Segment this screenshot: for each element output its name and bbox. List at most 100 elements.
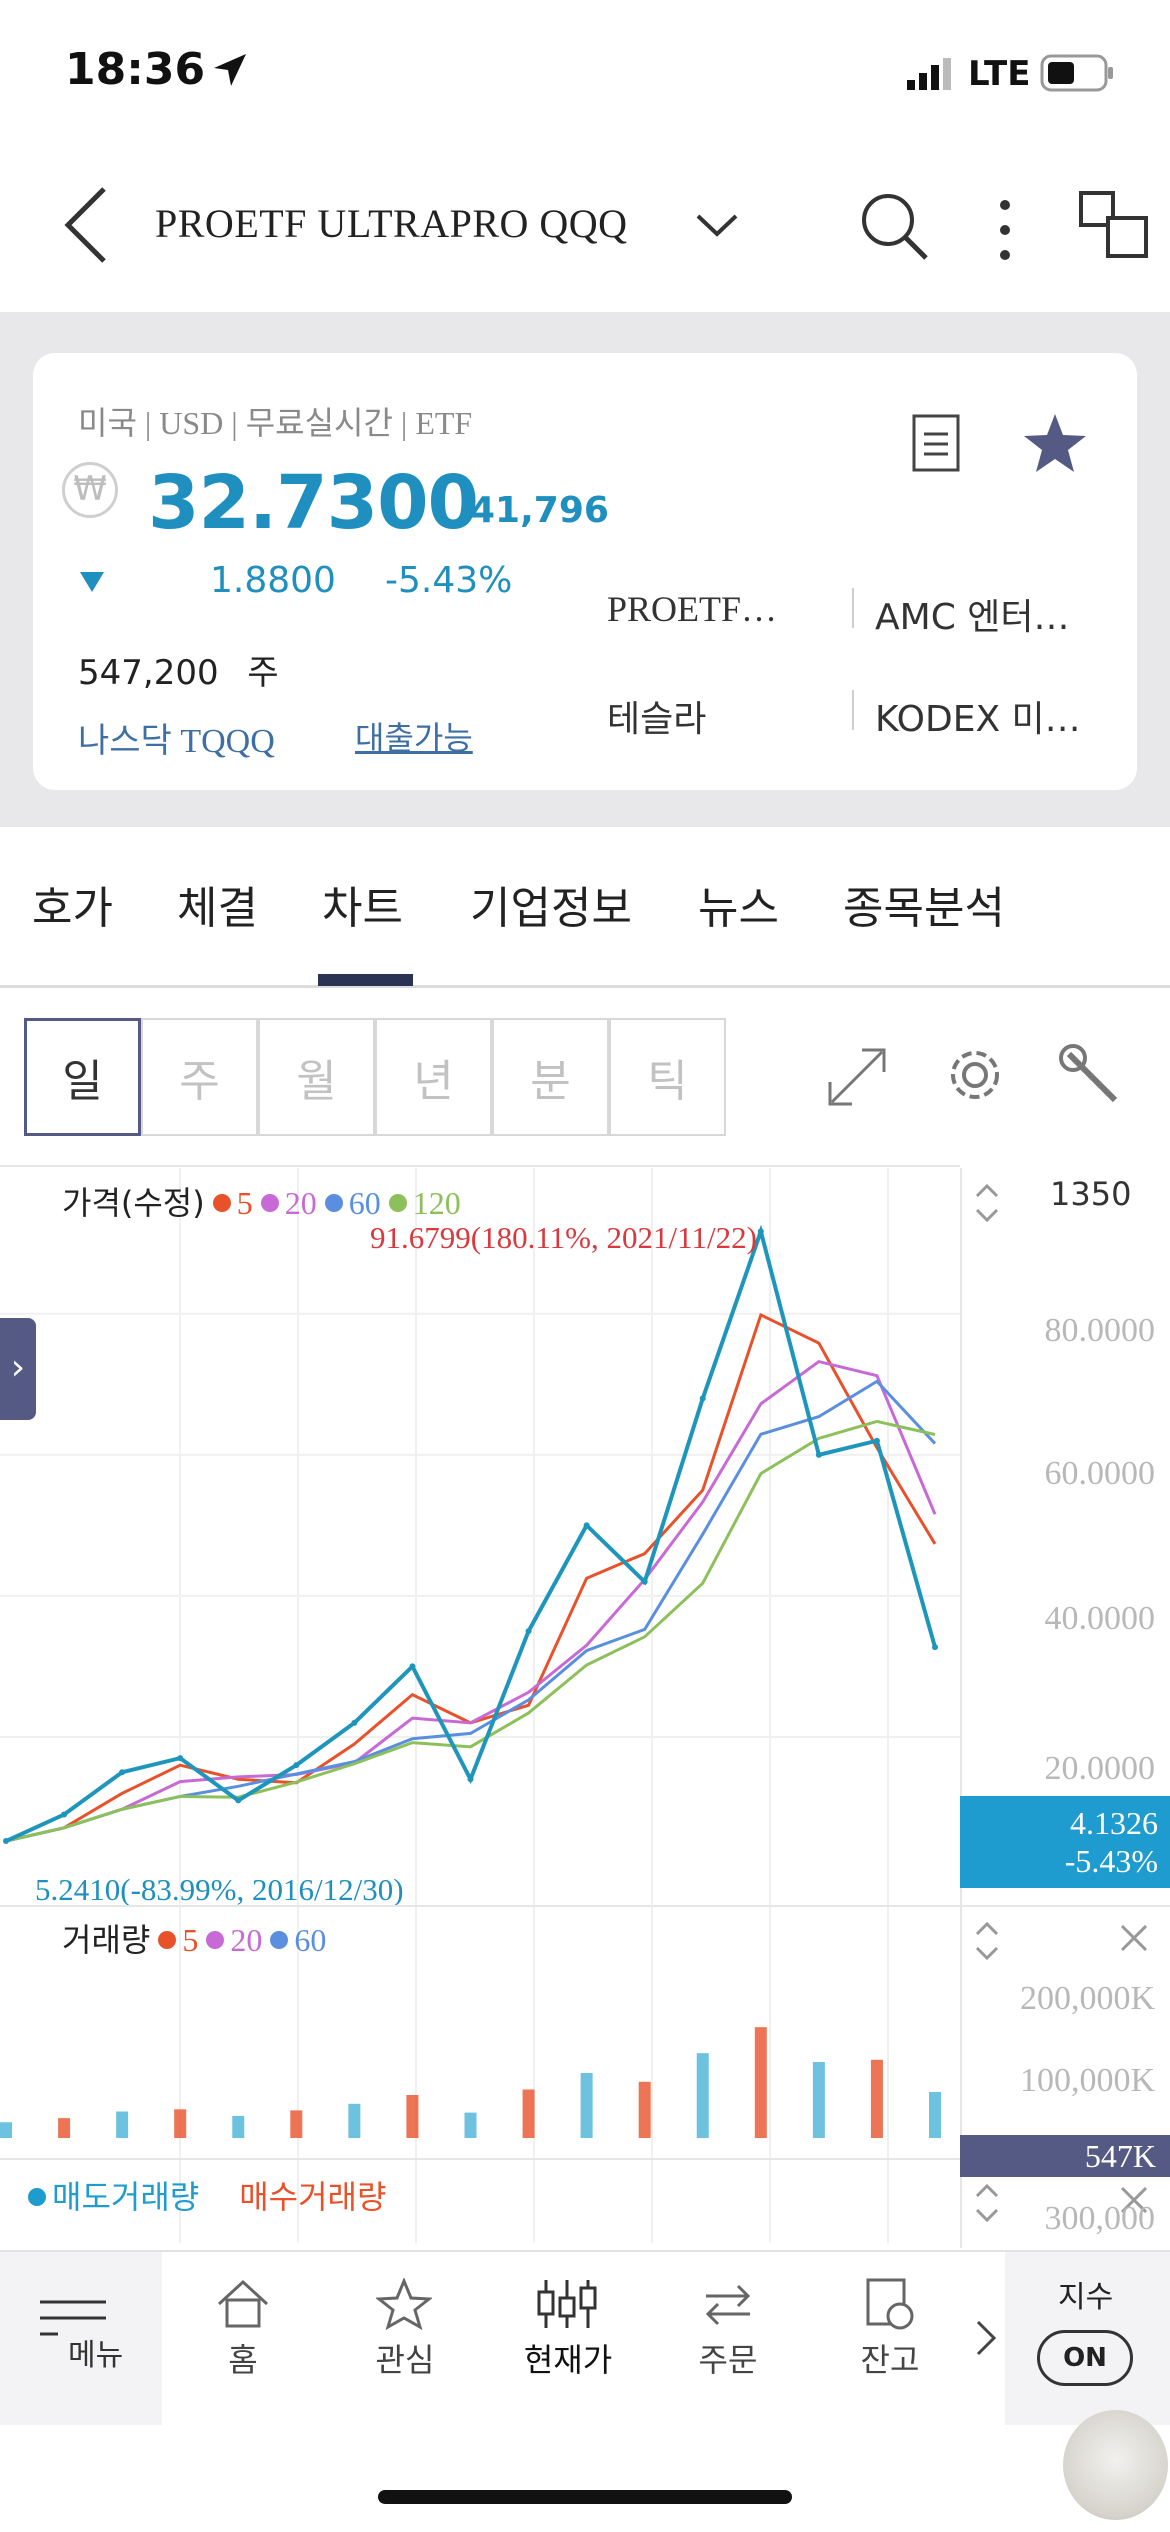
close-volume-icon[interactable] xyxy=(1118,1922,1150,1954)
ma5-label: 5 xyxy=(236,1185,253,1221)
ma20-label: 20 xyxy=(284,1185,317,1221)
swap-icon[interactable] xyxy=(700,2278,756,2330)
signal-icon xyxy=(907,58,951,90)
nav-current-price[interactable]: 현재가 xyxy=(523,2341,613,2379)
price-point xyxy=(757,1228,764,1235)
period-day[interactable]: 일 xyxy=(24,1018,141,1136)
price-chart[interactable] xyxy=(0,1168,960,2248)
price-point xyxy=(409,1663,416,1670)
related-stock-3[interactable]: 테슬라 xyxy=(607,699,707,740)
scale-updown-icon[interactable] xyxy=(972,1180,1002,1226)
price-change-pct: -5.43% xyxy=(385,560,513,601)
ma5-dot-icon xyxy=(212,1194,231,1212)
trade-volume-value: 547,200 xyxy=(78,653,219,693)
period-tick[interactable]: 틱 xyxy=(609,1018,726,1136)
chart-side-panel-toggle[interactable]: › xyxy=(0,1318,36,1420)
third-divider xyxy=(0,2158,960,2160)
tab-company-info[interactable]: 기업정보 xyxy=(470,883,632,934)
ma120-dot-icon xyxy=(388,1194,407,1212)
ma-line-20 xyxy=(5,1359,937,1843)
loan-available-link[interactable]: 대출가능 xyxy=(355,719,473,757)
nav-watchlist[interactable]: 관심 xyxy=(375,2341,435,2379)
volume-bar xyxy=(174,2109,187,2138)
status-time: 18:36 xyxy=(65,44,206,95)
index-toggle[interactable]: ON xyxy=(1037,2330,1133,2386)
window-switch-icon[interactable] xyxy=(1078,190,1150,262)
currency-toggle-icon[interactable]: ₩ xyxy=(62,462,118,518)
related-stock-1[interactable]: PROETF… xyxy=(607,589,778,629)
price-point xyxy=(3,1838,9,1845)
back-icon[interactable] xyxy=(58,185,114,265)
memo-icon[interactable] xyxy=(910,412,962,474)
close-third-icon[interactable] xyxy=(1118,2184,1150,2216)
tab-orderbook[interactable]: 호가 xyxy=(32,883,113,934)
ma-line-5 xyxy=(5,1312,937,1843)
volume-divider xyxy=(0,1905,1170,1907)
tab-divider xyxy=(0,985,1170,988)
candle-icon[interactable] xyxy=(532,2278,602,2330)
y-tick-60: 60.0000 xyxy=(1044,1455,1156,1492)
related-stock-2[interactable]: AMC 엔터… xyxy=(875,597,1070,638)
floating-avatar[interactable] xyxy=(1063,2410,1168,2520)
badge-pct: -5.43% xyxy=(1064,1843,1158,1879)
menu-icon[interactable] xyxy=(38,2298,110,2342)
volume-tick-100k: 100,000K xyxy=(1019,2062,1155,2099)
tab-trades[interactable]: 체결 xyxy=(177,883,258,934)
volume-legend: 거래량 5 20 60 xyxy=(62,1915,326,1961)
tab-analysis[interactable]: 종목분석 xyxy=(843,883,1005,934)
tab-chart[interactable]: 차트 xyxy=(322,883,403,934)
search-icon[interactable] xyxy=(858,190,930,262)
badge-price: 4.1326 xyxy=(1070,1805,1158,1841)
third-tick: 300,000 xyxy=(1044,2200,1156,2237)
vol-ma5-label: 5 xyxy=(182,1922,199,1958)
menu-label[interactable]: 메뉴 xyxy=(68,2338,124,2373)
price-point xyxy=(467,1776,474,1783)
price-point xyxy=(525,1628,532,1635)
location-arrow-icon xyxy=(214,54,246,86)
more-vertical-icon[interactable] xyxy=(990,195,1020,265)
nav-balance[interactable]: 잔고 xyxy=(860,2341,920,2379)
price-point xyxy=(61,1811,68,1818)
price-point xyxy=(177,1755,184,1762)
sell-dot-icon xyxy=(28,2188,46,2206)
battery-icon xyxy=(1040,54,1113,92)
home-icon[interactable] xyxy=(215,2278,271,2330)
balance-doc-icon[interactable] xyxy=(862,2276,918,2332)
chart-axis-column xyxy=(960,1165,1170,2245)
volume-bar xyxy=(116,2111,129,2138)
exchange-link[interactable]: 나스닥 TQQQ xyxy=(78,723,275,760)
period-minute[interactable]: 분 xyxy=(492,1018,609,1136)
volume-bar xyxy=(58,2118,71,2138)
expand-icon[interactable] xyxy=(822,1042,892,1112)
volume-bar xyxy=(929,2091,941,2138)
price-legend-title: 가격(수정) xyxy=(62,1184,205,1222)
price-point xyxy=(293,1762,300,1769)
price-point xyxy=(815,1451,822,1458)
nav-home[interactable]: 홈 xyxy=(228,2341,258,2379)
star-outline-icon[interactable] xyxy=(376,2278,432,2330)
period-week[interactable]: 주 xyxy=(141,1018,258,1136)
nav-order[interactable]: 주문 xyxy=(698,2341,758,2379)
third-scale-icon[interactable] xyxy=(972,2180,1002,2226)
settings-gear-icon[interactable] xyxy=(940,1040,1010,1110)
price-krw: 41,796 xyxy=(470,490,609,531)
volume-bar xyxy=(290,2110,303,2138)
volume-legend-title: 거래량 xyxy=(62,1921,151,1959)
volume-bar xyxy=(348,2103,361,2138)
price-point xyxy=(583,1522,590,1529)
chevron-down-icon[interactable] xyxy=(692,208,742,242)
chevron-right-icon[interactable] xyxy=(974,2318,998,2358)
home-indicator xyxy=(378,2490,792,2504)
y-tick-20: 20.0000 xyxy=(1044,1750,1156,1787)
divider xyxy=(852,588,854,628)
volume-bar xyxy=(464,2112,477,2138)
tab-news[interactable]: 뉴스 xyxy=(698,883,779,934)
menu-panel xyxy=(0,2252,162,2425)
volume-scale-icon[interactable] xyxy=(972,1918,1002,1964)
wrench-icon[interactable] xyxy=(1055,1040,1127,1112)
index-label: 지수 xyxy=(1058,2280,1114,2315)
favorite-star-icon[interactable] xyxy=(1022,412,1088,474)
period-year[interactable]: 년 xyxy=(375,1018,492,1136)
related-stock-4[interactable]: KODEX 미… xyxy=(875,699,1081,740)
period-month[interactable]: 월 xyxy=(258,1018,375,1136)
